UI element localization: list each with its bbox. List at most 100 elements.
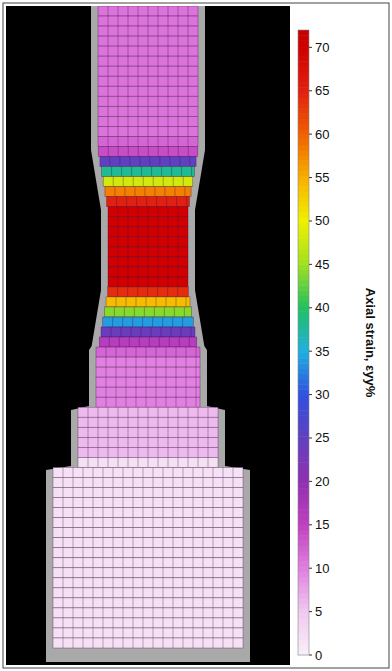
grid-line bbox=[106, 377, 107, 387]
grid-line bbox=[143, 638, 144, 648]
cells bbox=[53, 6, 243, 648]
grid-line bbox=[156, 347, 157, 357]
grid-line bbox=[128, 76, 129, 86]
colorbar-tick bbox=[309, 177, 312, 178]
grid-line bbox=[193, 638, 194, 648]
grid-line bbox=[183, 518, 184, 528]
colorbar: 0510152025303540455055606570Axial strain… bbox=[298, 30, 378, 663]
grid-line bbox=[108, 106, 109, 116]
grid-line bbox=[168, 96, 169, 106]
grid-line bbox=[166, 197, 167, 207]
grid-line bbox=[128, 257, 129, 267]
grid-line bbox=[144, 187, 145, 197]
colorbar-tick-label: 45 bbox=[315, 257, 329, 272]
grid-line bbox=[158, 447, 159, 457]
strain-cell-row bbox=[78, 457, 218, 467]
grid-line bbox=[233, 548, 234, 558]
grid-line bbox=[233, 598, 234, 608]
grid-line bbox=[138, 207, 139, 217]
strain-cell-row bbox=[53, 598, 243, 608]
colorbar-label: Axial strain, εyy% bbox=[363, 288, 378, 398]
grid-line bbox=[188, 427, 189, 437]
grid-line bbox=[147, 287, 148, 297]
grid-line bbox=[113, 548, 114, 558]
colorbar-segment bbox=[298, 296, 309, 302]
grid-line bbox=[138, 36, 139, 46]
grid-line bbox=[179, 156, 180, 166]
grid-line bbox=[173, 568, 174, 578]
grid-line bbox=[73, 638, 74, 648]
grid-line bbox=[143, 618, 144, 628]
grid-line bbox=[148, 267, 149, 277]
grid-line bbox=[83, 498, 84, 508]
colorbar-segment bbox=[298, 176, 309, 182]
grid-line bbox=[168, 26, 169, 36]
grid-line bbox=[168, 36, 169, 46]
colorbar-tick bbox=[309, 568, 312, 569]
grid-line bbox=[93, 498, 94, 508]
colorbar-segment bbox=[298, 421, 309, 427]
grid-line bbox=[73, 538, 74, 548]
strain-cell-row bbox=[108, 257, 188, 267]
grid-line bbox=[118, 86, 119, 96]
strain-cell-row bbox=[98, 36, 198, 46]
grid-line bbox=[183, 538, 184, 548]
grid-line bbox=[146, 357, 147, 367]
grid-line bbox=[173, 528, 174, 538]
strain-cell-row bbox=[104, 307, 191, 317]
grid-line bbox=[113, 578, 114, 588]
colorbar-segment bbox=[298, 51, 309, 57]
colorbar-tick-label: 25 bbox=[315, 430, 329, 445]
grid-line bbox=[158, 427, 159, 437]
grid-line bbox=[73, 488, 74, 498]
grid-line bbox=[168, 407, 169, 417]
colorbar-tick-label: 40 bbox=[315, 300, 329, 315]
grid-line bbox=[113, 558, 114, 568]
grid-line bbox=[93, 608, 94, 618]
grid-line bbox=[73, 588, 74, 598]
grid-line bbox=[148, 447, 149, 457]
grid-line bbox=[103, 548, 104, 558]
grid-line bbox=[186, 197, 187, 207]
grid-line bbox=[203, 467, 204, 477]
grid-line bbox=[163, 518, 164, 528]
grid-line bbox=[188, 36, 189, 46]
grid-line bbox=[133, 558, 134, 568]
grid-line bbox=[116, 387, 117, 397]
colorbar-segment bbox=[298, 530, 309, 536]
grid-line bbox=[203, 638, 204, 648]
colorbar-segment bbox=[298, 264, 309, 270]
grid-line bbox=[173, 508, 174, 518]
grid-line bbox=[173, 488, 174, 498]
grid-line bbox=[133, 518, 134, 528]
grid-line bbox=[193, 548, 194, 558]
grid-line bbox=[138, 407, 139, 417]
grid-line bbox=[213, 538, 214, 548]
grid-line bbox=[108, 56, 109, 66]
strain-cell-row bbox=[96, 387, 200, 397]
grid-line bbox=[103, 477, 104, 487]
grid-line bbox=[118, 106, 119, 116]
grid-line bbox=[63, 548, 64, 558]
grid-line bbox=[98, 447, 99, 457]
grid-line bbox=[133, 528, 134, 538]
grid-line bbox=[118, 26, 119, 36]
grid-line bbox=[213, 488, 214, 498]
grid-line bbox=[118, 427, 119, 437]
colorbar-segment bbox=[298, 520, 309, 526]
grid-line bbox=[171, 167, 172, 177]
grid-line bbox=[178, 217, 179, 227]
colorbar-segment bbox=[298, 457, 309, 463]
grid-line bbox=[196, 397, 197, 407]
colorbar-tick-label: 15 bbox=[315, 517, 329, 532]
colorbar-segment bbox=[298, 30, 309, 36]
grid-line bbox=[108, 6, 109, 16]
colorbar-segment bbox=[298, 165, 309, 171]
grid-line bbox=[136, 197, 137, 207]
grid-line bbox=[73, 467, 74, 477]
grid-line bbox=[126, 197, 127, 207]
grid-line bbox=[148, 407, 149, 417]
grid-line bbox=[73, 608, 74, 618]
grid-line bbox=[188, 116, 189, 126]
colorbar-tick bbox=[309, 220, 312, 221]
